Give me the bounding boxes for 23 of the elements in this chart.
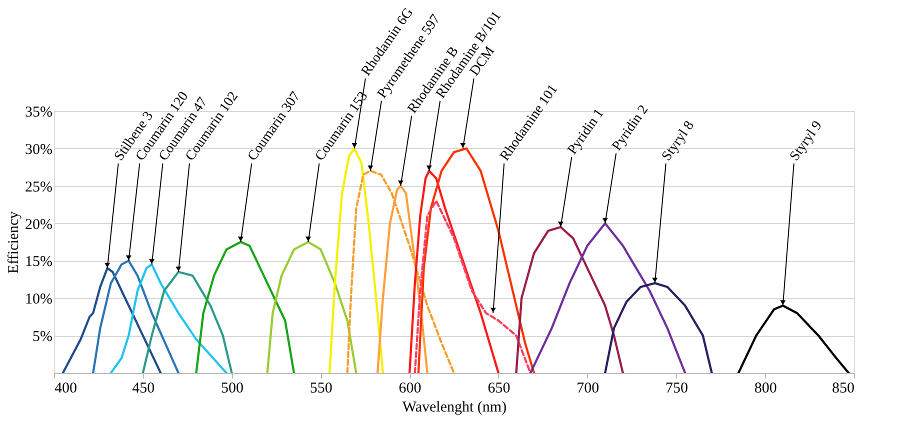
y-axis-title: Efficiency (6, 210, 22, 274)
x-tick-label: 800 (754, 380, 777, 396)
y-tick-label: 25% (25, 179, 52, 196)
y-tick-label: 5% (32, 329, 52, 346)
line-series (604, 282, 713, 373)
x-axis-title: Wavelenght (nm) (402, 400, 507, 416)
y-tick-label: 20% (25, 216, 52, 233)
x-tick-label: 400 (54, 380, 77, 396)
y-tick-label: 30% (25, 142, 52, 158)
y-tick-label: 15% (25, 254, 52, 270)
x-tick-label: 700 (576, 380, 600, 396)
x-tick-label: 650 (488, 380, 510, 396)
y-tick-label: 35% (25, 104, 52, 120)
x-tick-label: 550 (310, 380, 332, 396)
x-tick-label: 850 (832, 380, 854, 396)
line-series (62, 267, 162, 373)
x-tick-label: 600 (398, 380, 422, 396)
y-tick-label: 10% (25, 292, 52, 308)
line-series (414, 200, 532, 373)
x-tick-label: 500 (221, 380, 244, 396)
x-tick-label: 450 (132, 380, 155, 396)
line-series (515, 226, 624, 373)
x-tick-label: 750 (665, 380, 688, 396)
